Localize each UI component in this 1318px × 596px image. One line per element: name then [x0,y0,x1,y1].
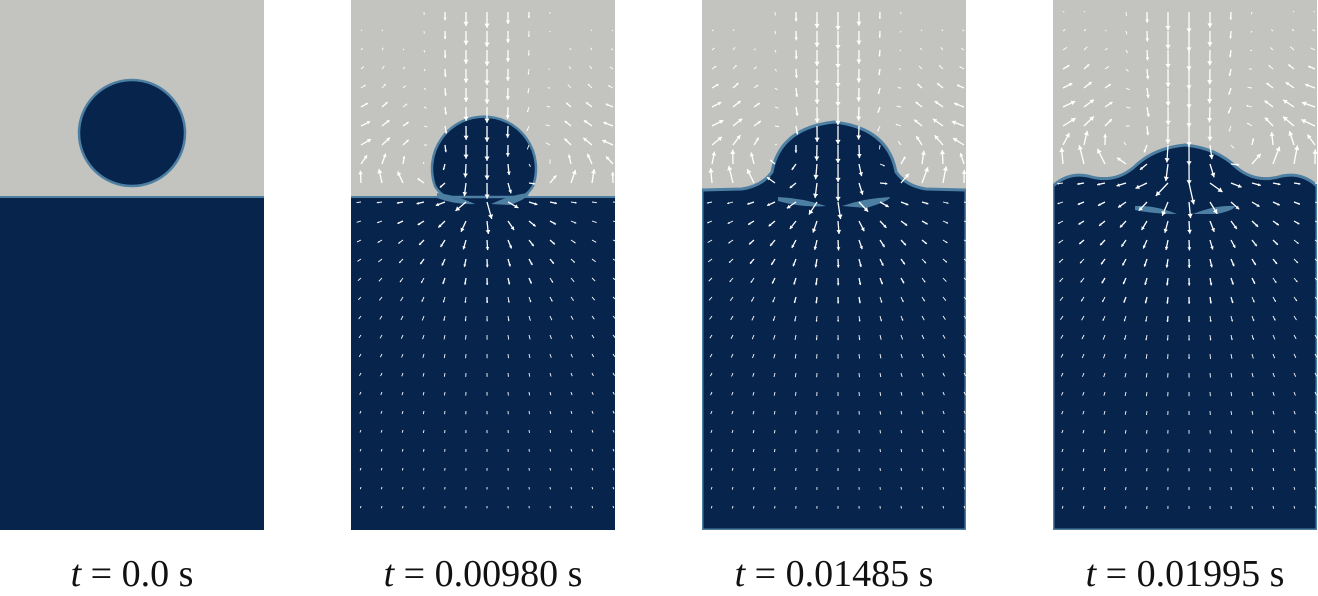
velocity-arrow [774,430,775,433]
time-value: 0.00980 [435,553,559,595]
velocity-arrow [1104,506,1105,509]
velocity-arrow [1104,487,1105,490]
velocity-arrow [1146,392,1147,396]
velocity-arrow [444,392,445,395]
equals-sign: = [755,553,776,595]
velocity-arrow [922,506,923,509]
velocity-arrow [732,506,733,508]
velocity-arrow [1231,411,1232,415]
velocity-arrow [423,449,424,452]
velocity-arrow [382,30,383,31]
snapshot-panel-2 [351,0,615,530]
velocity-arrow [592,506,593,508]
time-symbol: t [735,553,746,595]
velocity-arrow [922,487,923,490]
velocity-arrow [1125,468,1126,471]
velocity-arrow [901,468,902,471]
velocity-arrow [1146,411,1147,415]
velocity-arrow [402,487,403,489]
velocity-arrow [571,468,572,470]
velocity-arrow [508,354,509,358]
time-unit: s [1270,553,1285,595]
time-symbol: t [71,553,82,595]
velocity-arrow [753,506,754,509]
snapshot-canvas-1 [0,0,264,530]
snapshot-canvas-4 [1053,0,1317,530]
time-unit: s [919,553,934,595]
time-symbol: t [1086,553,1097,595]
falling-droplet [79,80,185,186]
velocity-arrow [753,487,754,490]
time-label-4: t = 0.01995 s [1053,552,1317,596]
velocity-arrow [381,506,382,508]
water-pool [351,197,615,530]
velocity-arrow [571,487,572,489]
velocity-arrow [529,392,530,395]
velocity-arrow [1251,12,1252,14]
snapshot-canvas-2 [351,0,615,530]
velocity-arrow [1210,354,1211,359]
time-value: 0.01485 [786,553,910,595]
velocity-arrow [1105,30,1106,31]
velocity-arrow [795,392,796,396]
velocity-arrow [529,411,530,414]
time-unit: s [179,553,194,595]
velocity-arrow [880,411,881,415]
velocity-arrow [1248,87,1252,88]
velocity-arrow [1125,449,1126,452]
water-pool [0,197,264,530]
velocity-arrow [901,449,902,452]
snapshot-canvas-3 [702,0,966,530]
velocity-arrow [592,202,597,203]
velocity-arrow [1231,430,1232,434]
velocity-arrow [423,430,424,433]
snapshot-panel-3 [702,0,966,530]
velocity-arrow [381,487,382,489]
velocity-arrow [1084,11,1085,12]
equals-sign: = [404,553,425,595]
velocity-arrow [859,354,860,359]
velocity-arrow [900,31,901,32]
velocity-arrow [775,31,776,34]
water-pool-with-coalescing-droplet [1053,145,1317,530]
velocity-arrow [550,449,551,452]
velocity-arrow [1252,468,1253,471]
snapshot-panel-1 [0,0,264,530]
velocity-arrow [753,468,754,471]
time-label-1: t = 0.0 s [0,552,264,596]
velocity-arrow [402,468,403,471]
equals-sign: = [91,553,112,595]
velocity-arrow [571,506,572,508]
velocity-arrow [774,449,775,452]
time-value: 0.0 [122,553,170,595]
velocity-arrow [879,145,880,149]
velocity-arrow [1273,506,1274,509]
time-label-2: t = 0.00980 s [351,552,615,596]
time-value: 0.01995 [1137,553,1261,595]
velocity-arrow [357,202,361,203]
velocity-arrow [1293,11,1294,12]
velocity-arrow [550,468,551,471]
velocity-arrow [1252,487,1253,490]
velocity-arrow [444,373,445,377]
time-unit: s [568,553,583,595]
velocity-arrow [424,50,425,52]
velocity-arrow [1063,11,1064,12]
equals-sign: = [1106,553,1127,595]
time-symbol: t [384,553,395,595]
time-label-3: t = 0.01485 s [702,552,966,596]
velocity-arrow [880,430,881,433]
snapshot-panel-4 [1053,0,1317,530]
